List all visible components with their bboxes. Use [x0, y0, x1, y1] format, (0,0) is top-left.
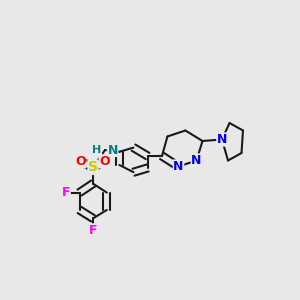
Text: N: N — [217, 133, 227, 146]
Text: S: S — [88, 160, 98, 174]
Text: N: N — [191, 154, 202, 167]
Text: O: O — [75, 155, 86, 168]
Text: O: O — [99, 155, 110, 168]
Text: N: N — [107, 143, 118, 157]
Text: F: F — [62, 186, 70, 199]
Text: N: N — [173, 160, 184, 173]
Text: F: F — [89, 224, 97, 237]
Text: H: H — [92, 145, 101, 155]
